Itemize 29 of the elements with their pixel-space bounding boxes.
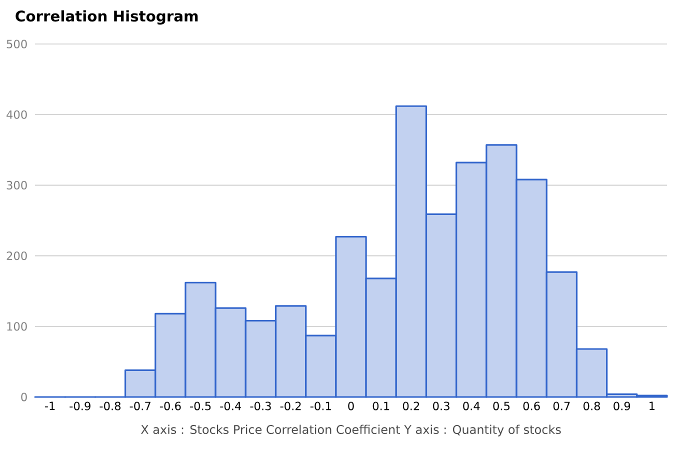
y-tick-label: 500	[6, 40, 27, 48]
x-tick-label: 0.8	[584, 402, 600, 410]
x-tick-label: -0.6	[160, 402, 181, 410]
x-tick-label: 0.6	[523, 402, 540, 410]
x-tick-label: -0.2	[280, 402, 301, 410]
y-tick-label: 100	[7, 322, 27, 331]
y-tick-label: 300	[6, 180, 27, 190]
x-tick-label: 1	[650, 402, 655, 410]
x-tick-label: -0.9	[70, 402, 90, 410]
x-tick-label: 0.9	[614, 402, 630, 410]
x-tick-label: -0.7	[130, 402, 150, 410]
x-tick-label: 0.3	[433, 402, 450, 410]
x-tick-label: -1	[44, 402, 55, 410]
x-tick-label: 0.5	[493, 402, 510, 410]
x-tick-label: -0.8	[100, 402, 121, 410]
x-tick-label: -0.3	[250, 402, 271, 410]
x-tick-label: 0.4	[463, 402, 480, 410]
x-tick-label: 0.2	[402, 402, 420, 410]
x-tick-label: -0.4	[220, 402, 242, 410]
x-tick-label: -0.1	[310, 402, 331, 410]
x-tick-label: 0.7	[553, 402, 570, 410]
x-tick-label: -0.5	[190, 402, 211, 410]
y-tick-label: 200	[6, 252, 27, 260]
x-tick-label: 0.1	[372, 402, 390, 410]
y-tick-label: 0	[21, 392, 27, 402]
x-tick-label: 0	[348, 402, 354, 410]
y-tick-label: 400	[6, 110, 27, 119]
x-axis-title: X axis : Stocks Price Correlation Coefficient Y axis : Quantity of stocks	[140, 424, 561, 436]
chart-title: Correlation Histogram	[16, 10, 198, 25]
